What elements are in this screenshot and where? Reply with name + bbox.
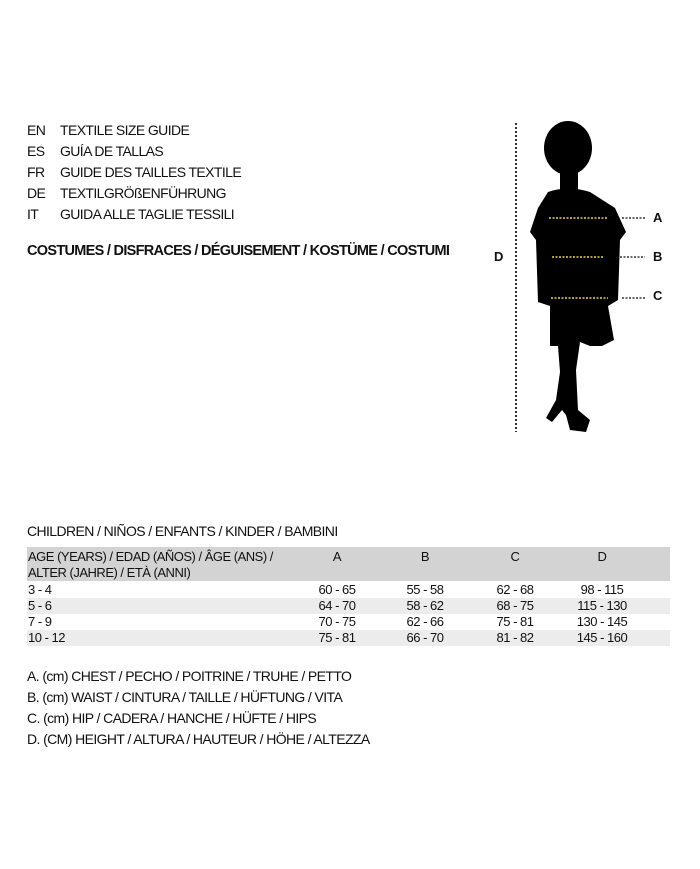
legend-a: A. (cm) CHEST / PECHO / POITRINE / TRUHE… [27,668,352,684]
table-header: AGE (YEARS) / EDAD (AÑOS) / ÂGE (ANS) / … [27,547,670,581]
category-title: COSTUMES / DISFRACES / DÉGUISEMENT / KOS… [27,243,450,259]
header-d: D [597,549,607,564]
label-d: D [494,249,504,264]
table-title: CHILDREN / NIÑOS / ENFANTS / KINDER / BA… [27,523,338,539]
legend-d: D. (CM) HEIGHT / ALTURA / HAUTEUR / HÖHE… [27,731,370,747]
header-age-line1: AGE (YEARS) / EDAD (AÑOS) / ÂGE (ANS) / [28,549,273,564]
label-b: B [653,249,663,264]
header-b: B [420,549,430,564]
legend-c: C. (cm) HIP / CADERA / HANCHE / HÜFTE / … [27,710,317,726]
child-silhouette-icon [515,121,645,432]
legend-b: B. (cm) WAIST / CINTURA / TAILLE / HÜFTU… [27,689,343,705]
header-a: A [332,549,342,564]
header-c: C [510,549,520,564]
label-a: A [653,210,663,225]
header-age-line2: ALTER (JAHRE) / ETÀ (ANNI) [28,565,191,580]
table-row: 3 - 4 60 - 65 55 - 58 62 - 68 98 - 115 [28,582,624,597]
label-c: C [653,288,663,303]
table-row: 7 - 9 70 - 75 62 - 66 75 - 81 130 - 145 [28,614,628,629]
table-row: 10 - 12 75 - 81 66 - 70 81 - 82 145 - 16… [27,630,670,646]
table-row: 5 - 6 64 - 70 58 - 62 68 - 75 115 - 130 [27,598,670,614]
